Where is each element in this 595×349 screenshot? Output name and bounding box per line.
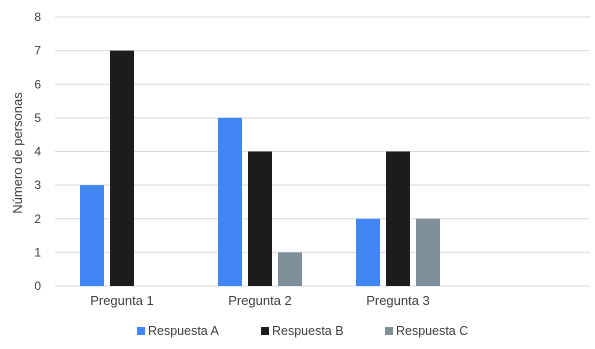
y-tick-label: 0	[34, 279, 41, 293]
y-tick-label: 1	[34, 245, 41, 259]
bar	[218, 117, 242, 286]
y-tick-label: 2	[34, 212, 41, 226]
y-tick-label: 6	[34, 77, 41, 91]
legend-swatch	[261, 327, 269, 335]
bars	[80, 50, 440, 286]
bar	[356, 218, 380, 286]
bar	[416, 218, 440, 286]
y-tick-label: 5	[34, 111, 41, 125]
legend-label[interactable]: Respuesta C	[396, 324, 468, 338]
bar	[386, 151, 410, 286]
y-tick-label: 7	[34, 44, 41, 58]
bar	[80, 185, 104, 286]
x-tick-label: Pregunta 2	[228, 293, 292, 308]
x-axis-ticks: Pregunta 1 Pregunta 2 Pregunta 3	[90, 293, 430, 308]
legend-swatch	[137, 327, 145, 335]
legend-label[interactable]: Respuesta A	[148, 324, 220, 338]
x-tick-label: Pregunta 3	[366, 293, 430, 308]
legend-swatch	[385, 327, 393, 335]
y-tick-label: 4	[34, 145, 41, 159]
bar	[110, 50, 134, 286]
y-axis-ticks: 0 1 2 3 4 5 6 7 8	[34, 10, 41, 293]
bar	[248, 151, 272, 286]
y-tick-label: 3	[34, 178, 41, 192]
legend-label[interactable]: Respuesta B	[272, 324, 344, 338]
x-tick-label: Pregunta 1	[90, 293, 154, 308]
grid-lines	[55, 16, 590, 287]
legend[interactable]: Respuesta A Respuesta B Respuesta C	[137, 324, 468, 338]
y-tick-label: 8	[34, 10, 41, 24]
y-axis-label: Número de personas	[10, 92, 25, 214]
bar	[278, 252, 302, 286]
